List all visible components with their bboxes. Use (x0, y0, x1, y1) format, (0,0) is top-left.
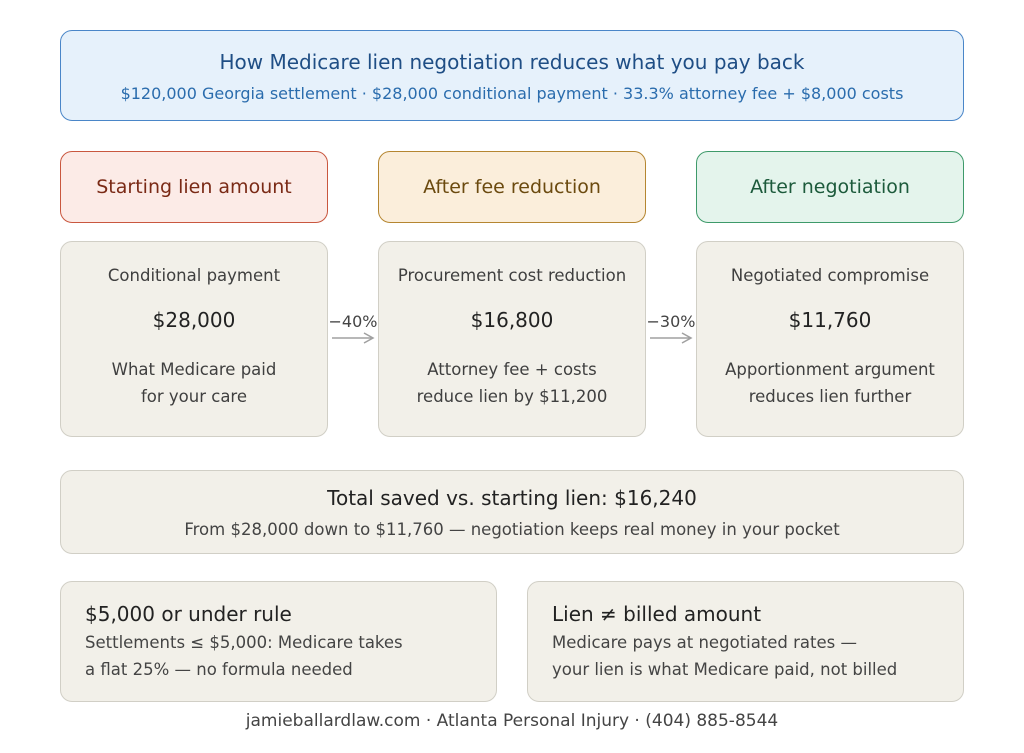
note-small-settlement-rule: $5,000 or under rule Settlements ≤ $5,00… (60, 581, 497, 702)
stage-header-starting: Starting lien amount (60, 151, 328, 223)
card-label: Conditional payment (107, 266, 281, 285)
card-negotiated-compromise: Negotiated compromise $11,760 Apportionm… (696, 241, 964, 437)
card-description-line: Apportionment argument (725, 360, 935, 379)
note-line: your lien is what Medicare paid, not bil… (552, 660, 898, 679)
card-description-line: for your care (140, 387, 248, 406)
stage-label: Starting lien amount (96, 176, 292, 198)
card-amount: $16,800 (470, 308, 554, 332)
card-procurement-reduction: Procurement cost reduction $16,800 Attor… (378, 241, 646, 437)
note-body: Medicare pays at negotiated rates — your… (552, 629, 963, 683)
card-label: Procurement cost reduction (397, 266, 627, 285)
reduction-percent: −30% (646, 312, 696, 331)
card-description: Attorney fee + costs reduce lien by $11,… (379, 356, 645, 410)
stage-label: After fee reduction (423, 176, 601, 198)
total-saved-subtitle: From $28,000 down to $11,760 — negotiati… (184, 519, 840, 539)
note-lien-vs-billed: Lien ≠ billed amount Medicare pays at ne… (527, 581, 964, 702)
card-label: Negotiated compromise (730, 266, 930, 285)
flow-arrow-1: −40% (328, 310, 378, 350)
diagram-subtitle: $120,000 Georgia settlement · $28,000 co… (120, 84, 904, 103)
flow-arrow-2: −30% (646, 310, 696, 350)
arrow-right-icon (332, 332, 375, 344)
note-body: Settlements ≤ $5,000: Medicare takes a f… (85, 629, 496, 683)
card-description: Apportionment argument reduces lien furt… (697, 356, 963, 410)
note-title: $5,000 or under rule (85, 602, 292, 626)
reduction-percent: −40% (328, 312, 378, 331)
card-amount: $11,760 (788, 308, 872, 332)
total-saved-box: Total saved vs. starting lien: $16,240 F… (60, 470, 964, 554)
note-line: Medicare pays at negotiated rates — (552, 633, 858, 652)
title-banner: How Medicare lien negotiation reduces wh… (60, 30, 964, 121)
note-line: Settlements ≤ $5,000: Medicare takes (85, 633, 403, 652)
card-conditional-payment: Conditional payment $28,000 What Medicar… (60, 241, 328, 437)
card-description-line: reduce lien by $11,200 (416, 387, 608, 406)
diagram-title: How Medicare lien negotiation reduces wh… (219, 50, 805, 74)
note-title: Lien ≠ billed amount (552, 602, 762, 626)
note-line: a flat 25% — no formula needed (85, 660, 353, 679)
total-saved-title: Total saved vs. starting lien: $16,240 (327, 485, 697, 510)
card-description: What Medicare paid for your care (61, 356, 327, 410)
card-amount: $28,000 (152, 308, 236, 332)
card-description-line: Attorney fee + costs (427, 360, 597, 379)
stage-header-fee-reduction: After fee reduction (378, 151, 646, 223)
card-description-line: What Medicare paid (111, 360, 277, 379)
arrow-right-icon (650, 332, 693, 344)
stage-label: After negotiation (750, 176, 910, 198)
footer-contact: jamieballardlaw.com · Atlanta Personal I… (245, 711, 779, 731)
stage-header-negotiation: After negotiation (696, 151, 964, 223)
card-description-line: reduces lien further (748, 387, 912, 406)
